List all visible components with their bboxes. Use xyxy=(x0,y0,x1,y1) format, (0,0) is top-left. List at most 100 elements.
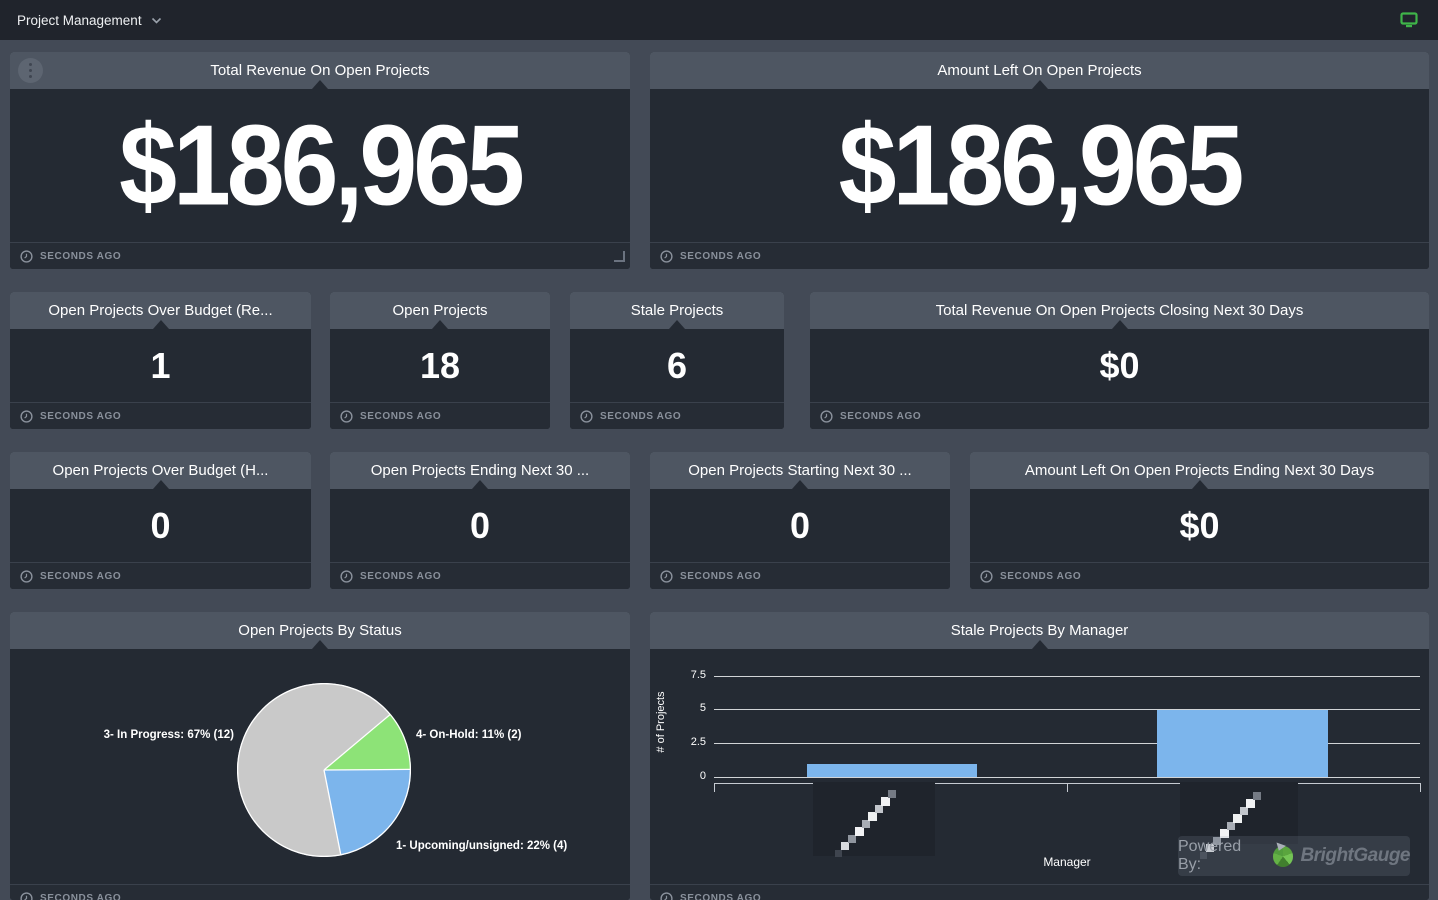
pixelation-icon xyxy=(1200,792,1261,859)
censored-x-label xyxy=(1180,782,1298,859)
gauge-card-over-budget-re: 1 Open Projects Over Budget (Re... SECON… xyxy=(10,292,311,429)
header-notch xyxy=(1191,480,1208,489)
y-tick-label: 7.5 xyxy=(690,669,706,681)
clock-icon xyxy=(660,891,673,900)
gauge-header[interactable]: Stale Projects By Manager xyxy=(650,612,1429,649)
x-axis-tick xyxy=(1067,783,1068,792)
gauge-footer: SECONDS AGO xyxy=(650,562,950,589)
dashboard-title: Project Management xyxy=(17,12,142,28)
clock-icon xyxy=(340,409,353,423)
gauge-title: Open Projects Ending Next 30 ... xyxy=(370,462,590,479)
resize-handle[interactable] xyxy=(614,251,625,262)
gauge-title: Amount Left On Open Projects xyxy=(937,62,1142,79)
gauge-body: 0 xyxy=(10,489,311,563)
brightgauge-watermark: Powered By: BrightGauge xyxy=(1178,836,1410,876)
gauge-card-ending-next-30: 0 Open Projects Ending Next 30 ... SECON… xyxy=(330,452,630,589)
gauge-body: $0 xyxy=(970,489,1429,563)
last-updated: SECONDS AGO xyxy=(40,570,122,582)
gauge-footer: SECONDS AGO xyxy=(330,402,550,429)
gauge-header[interactable]: Open Projects Starting Next 30 ... xyxy=(650,452,950,489)
gauge-footer: SECONDS AGO xyxy=(650,242,1429,269)
gauge-value: $186,965 xyxy=(838,101,1245,230)
gauge-title: Stale Projects xyxy=(630,302,724,319)
gauge-header[interactable]: Open Projects Over Budget (Re... xyxy=(10,292,311,329)
gauge-title: Open Projects Over Budget (H... xyxy=(52,462,269,479)
header-notch xyxy=(152,480,169,489)
gauge-card-starting-next-30: 0 Open Projects Starting Next 30 ... SEC… xyxy=(650,452,950,589)
topbar: Project Management xyxy=(0,0,1438,40)
gauge-value: 0 xyxy=(150,505,171,546)
last-updated: SECONDS AGO xyxy=(40,250,122,262)
bar-manager-2[interactable] xyxy=(1157,709,1328,777)
gauge-footer: SECONDS AGO xyxy=(10,562,311,589)
gauge-header[interactable]: Stale Projects xyxy=(570,292,784,329)
gauge-footer: SECONDS AGO xyxy=(650,884,1429,900)
gauge-header[interactable]: Total Revenue On Open Projects Closing N… xyxy=(810,292,1429,329)
bar-manager-1[interactable] xyxy=(807,763,977,777)
last-updated: SECONDS AGO xyxy=(360,570,442,582)
gauge-title: Open Projects By Status xyxy=(238,622,402,639)
pie-label-in-progress: 3- In Progress: 67% (12) xyxy=(103,729,234,741)
gauge-title: Total Revenue On Open Projects Closing N… xyxy=(935,302,1304,319)
gauge-footer: SECONDS AGO xyxy=(330,562,630,589)
y-tick-label: 2.5 xyxy=(690,736,706,748)
gauge-body: 18 xyxy=(330,329,550,403)
header-notch xyxy=(312,640,328,649)
last-updated: SECONDS AGO xyxy=(680,570,762,582)
header-notch xyxy=(1111,320,1128,329)
gauge-value: 6 xyxy=(666,345,688,386)
gauge-header[interactable]: Amount Left On Open Projects Ending Next… xyxy=(970,452,1429,489)
header-notch xyxy=(669,320,685,329)
clock-icon xyxy=(20,891,33,900)
gauge-card-total-revenue-open-projects: $186,965 Total Revenue On Open Projects … xyxy=(10,52,630,269)
gauge-footer: SECONDS AGO xyxy=(10,242,630,269)
gauge-header[interactable]: Total Revenue On Open Projects xyxy=(10,52,630,89)
watermark-prefix: Powered By: xyxy=(1178,838,1242,873)
gauge-title: Total Revenue On Open Projects xyxy=(210,62,430,79)
header-notch xyxy=(312,80,328,89)
dashboard-selector[interactable]: Project Management xyxy=(17,13,162,28)
gauge-footer: SECONDS AGO xyxy=(10,884,630,900)
last-updated: SECONDS AGO xyxy=(40,410,122,422)
gauge-header[interactable]: Open Projects By Status xyxy=(10,612,630,649)
y-tick-label: 0 xyxy=(699,770,706,782)
gauge-header[interactable]: Open Projects Ending Next 30 ... xyxy=(330,452,630,489)
gauge-body: $186,965 xyxy=(650,89,1429,243)
gridline-0 xyxy=(714,777,1420,778)
header-notch xyxy=(472,480,488,489)
gauge-header[interactable]: Amount Left On Open Projects xyxy=(650,52,1429,89)
gauge-value: 1 xyxy=(150,345,171,386)
gauge-footer: SECONDS AGO xyxy=(10,402,311,429)
gridline-2-5 xyxy=(714,743,1420,744)
gauge-value: $186,965 xyxy=(119,101,525,230)
gauge-value: 0 xyxy=(789,505,811,546)
gauge-header[interactable]: Open Projects Over Budget (H... xyxy=(10,452,311,489)
gauge-value: $0 xyxy=(1099,345,1140,386)
clock-icon xyxy=(660,569,673,583)
gauge-title: Open Projects xyxy=(392,302,488,319)
censored-x-label xyxy=(813,782,935,857)
gauge-card-open-projects-by-status: 3- In Progress: 67% (12) 4- On-Hold: 11%… xyxy=(10,612,630,900)
header-notch xyxy=(1031,80,1048,89)
last-updated: SECONDS AGO xyxy=(600,410,682,422)
header-notch xyxy=(1031,640,1048,649)
gauge-title: Open Projects Starting Next 30 ... xyxy=(688,462,912,479)
gauge-title: Amount Left On Open Projects Ending Next… xyxy=(1024,462,1375,479)
gauge-footer: SECONDS AGO xyxy=(570,402,784,429)
gauge-body: 1 xyxy=(10,329,311,403)
clock-icon xyxy=(820,409,833,423)
gauge-card-revenue-closing-30-days: $0 Total Revenue On Open Projects Closin… xyxy=(810,292,1429,429)
gauge-value: $0 xyxy=(1179,505,1220,546)
clock-icon xyxy=(980,569,993,583)
brightgauge-logo-icon xyxy=(1273,845,1294,867)
x-axis-tick xyxy=(1420,783,1421,792)
present-mode-button[interactable] xyxy=(1400,12,1418,33)
clock-icon xyxy=(20,409,33,423)
gauge-card-stale-projects: 6 Stale Projects SECONDS AGO xyxy=(570,292,784,429)
gauge-header[interactable]: Open Projects xyxy=(330,292,550,329)
clock-icon xyxy=(20,569,33,583)
header-notch xyxy=(152,320,169,329)
last-updated: SECONDS AGO xyxy=(680,892,762,900)
card-menu-button[interactable] xyxy=(18,58,43,83)
